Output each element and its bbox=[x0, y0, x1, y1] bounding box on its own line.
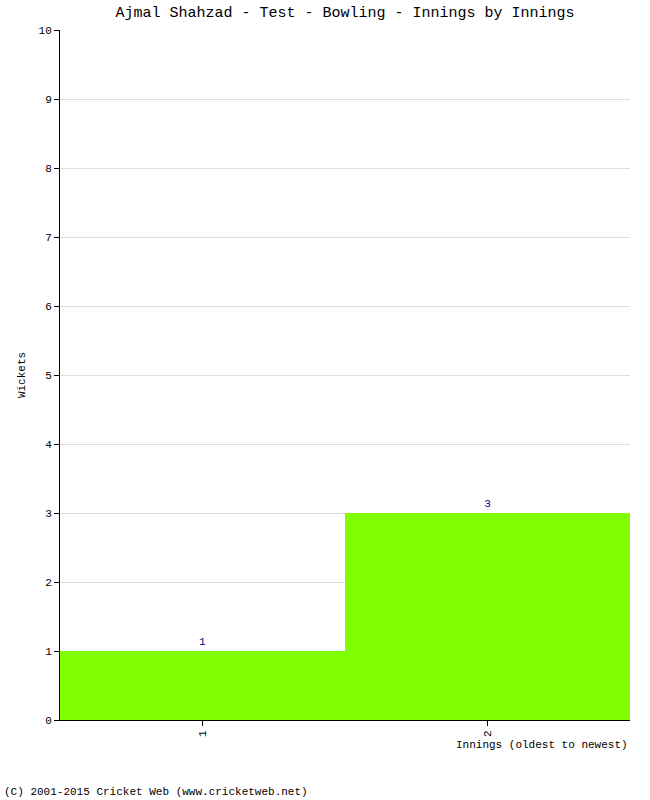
svg-text:Ajmal Shahzad - Test - Bowling: Ajmal Shahzad - Test - Bowling - Innings… bbox=[115, 5, 574, 22]
svg-text:1: 1 bbox=[45, 646, 52, 658]
svg-text:(C) 2001-2015 Cricket Web (www: (C) 2001-2015 Cricket Web (www.cricketwe… bbox=[4, 786, 308, 798]
svg-text:1: 1 bbox=[197, 730, 209, 737]
svg-text:4: 4 bbox=[45, 439, 52, 451]
svg-text:0: 0 bbox=[45, 715, 52, 727]
svg-text:Wickets: Wickets bbox=[16, 352, 28, 398]
svg-text:8: 8 bbox=[45, 163, 52, 175]
svg-text:2: 2 bbox=[45, 577, 52, 589]
svg-text:Innings (oldest to newest): Innings (oldest to newest) bbox=[456, 739, 628, 751]
svg-text:5: 5 bbox=[45, 370, 52, 382]
svg-text:6: 6 bbox=[45, 301, 52, 313]
svg-text:2: 2 bbox=[482, 730, 494, 737]
svg-text:3: 3 bbox=[484, 498, 491, 510]
svg-text:10: 10 bbox=[39, 25, 52, 37]
svg-text:7: 7 bbox=[45, 232, 52, 244]
svg-text:3: 3 bbox=[45, 508, 52, 520]
svg-text:9: 9 bbox=[45, 94, 52, 106]
svg-text:1: 1 bbox=[199, 636, 206, 648]
